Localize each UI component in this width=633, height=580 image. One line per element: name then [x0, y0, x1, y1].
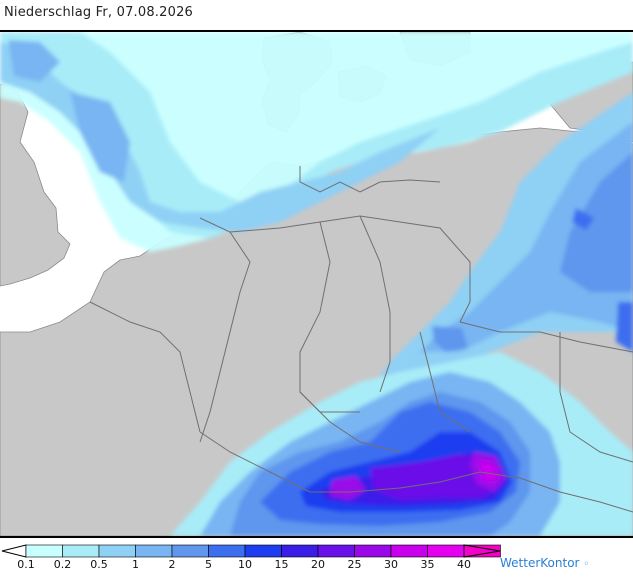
precip-band-east — [360, 92, 633, 412]
legend-swatch — [25, 544, 63, 558]
precip-cell-core-4 — [478, 460, 498, 482]
precip-cell-east-3 — [616, 302, 633, 352]
precip-cell-east — [572, 208, 594, 230]
legend-tick-label: 35 — [420, 558, 435, 571]
precipitation-map — [0, 30, 633, 538]
country-borders — [89, 166, 633, 513]
precip-cell-nw2 — [70, 92, 130, 182]
legend-right-arrow — [463, 544, 501, 558]
legend-swatch — [427, 544, 465, 558]
legend-tick-label: 30 — [384, 558, 398, 571]
legend-swatch — [390, 544, 428, 558]
legend-tick-label: 20 — [311, 558, 325, 571]
legend-left-arrow — [1, 544, 27, 558]
precip-cell-east-2 — [432, 326, 468, 352]
brand-name: WetterKontor — [500, 556, 580, 570]
precip-cell-core-3 — [330, 476, 366, 500]
precip-band-north-2 — [0, 32, 633, 238]
precip-band-east-2 — [420, 122, 633, 352]
precipitation-legend — [1, 544, 501, 558]
legend-swatch — [317, 544, 355, 558]
raindrops-icon: ◦ — [583, 559, 590, 570]
legend-tick-label: 0.5 — [90, 558, 108, 571]
legend-swatch — [62, 544, 100, 558]
brand-logo: WetterKontor ◦ — [500, 556, 589, 570]
land-great-britain — [0, 83, 71, 287]
precip-band-north-3 — [0, 42, 440, 232]
map-title: Niederschlag Fr, 07.08.2026 — [4, 5, 194, 20]
precip-band-east-3 — [560, 152, 633, 292]
legend-swatch — [354, 544, 392, 558]
precip-cell-core-1 — [370, 454, 500, 500]
legend-tick-label: 0.2 — [53, 558, 72, 571]
legend-tick-label: 40 — [457, 558, 471, 571]
legend-swatch — [281, 544, 319, 558]
precip-cell-nw — [8, 40, 60, 82]
legend-swatch — [135, 544, 173, 558]
legend-swatch — [208, 544, 246, 558]
legend-tick-label: 1 — [132, 558, 139, 571]
legend-swatch — [244, 544, 282, 558]
legend-tick-label: 0.1 — [17, 558, 35, 571]
legend-tick-label: 25 — [347, 558, 362, 571]
legend-tick-label: 2 — [168, 558, 176, 571]
legend-swatch — [171, 544, 209, 558]
legend-tick-label: 10 — [238, 558, 252, 571]
precipitation-field — [0, 32, 633, 536]
legend-swatch — [98, 544, 136, 558]
legend-tick-label: 5 — [205, 558, 212, 571]
legend-tick-label: 15 — [274, 558, 289, 571]
